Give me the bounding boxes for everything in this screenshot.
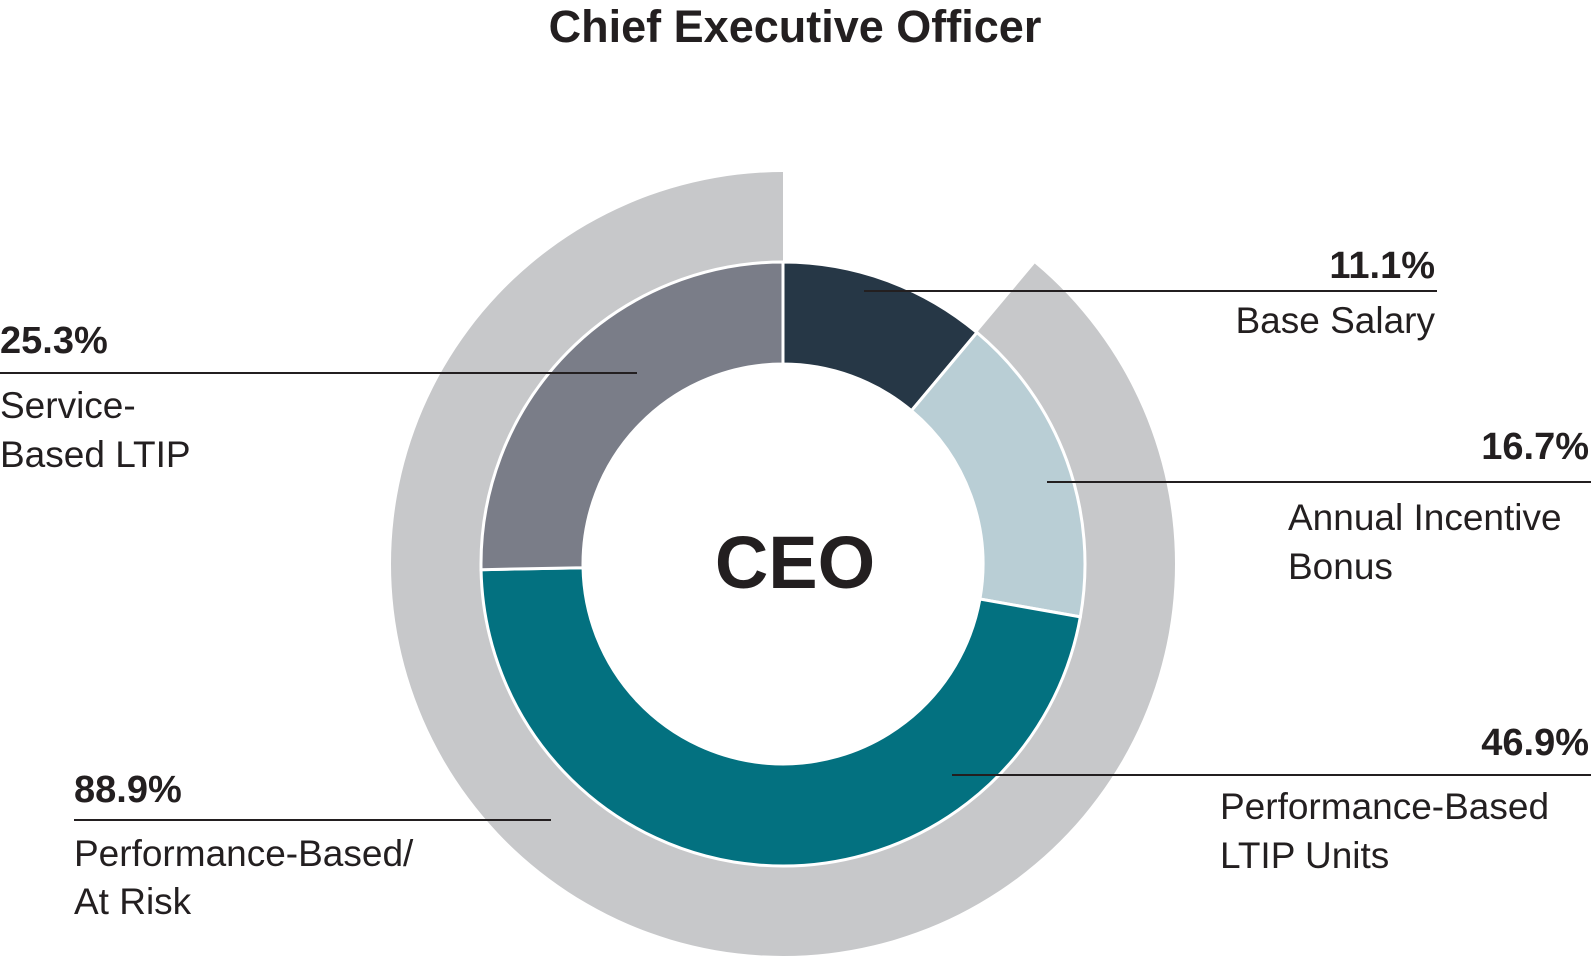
category-label-performance-based-ltip-units-line-1: Performance-Based xyxy=(1220,786,1549,827)
value-label-performance-based-ltip-units: 46.9% xyxy=(1481,722,1589,764)
category-label-performance-based-ltip-units-line-2: LTIP Units xyxy=(1220,835,1389,876)
category-label-annual-incentive-bonus-line-2: Bonus xyxy=(1288,546,1393,587)
category-label-service-based-ltip-line-1: Service- xyxy=(0,385,136,426)
inner-slice-3 xyxy=(479,260,785,572)
category-label-performance-based-at-risk-line-1: Performance-Based/ xyxy=(74,833,414,874)
value-label-base-salary: 11.1% xyxy=(1329,245,1435,287)
inner-slice-2 xyxy=(479,566,1083,868)
category-label-performance-based-at-risk-line-2: At Risk xyxy=(74,881,192,922)
inner-ring xyxy=(479,260,1087,868)
value-label-performance-based-at-risk: 88.9% xyxy=(74,769,182,811)
value-label-annual-incentive-bonus: 16.7% xyxy=(1481,426,1589,468)
category-label-base-salary-line-1: Base Salary xyxy=(1236,300,1436,341)
callouts: 11.1% Base Salary 16.7% Annual Incentive Bon… xyxy=(0,245,1591,922)
value-label-service-based-ltip: 25.3% xyxy=(0,320,108,362)
category-label-annual-incentive-bonus-line-1: Annual Incentive xyxy=(1288,497,1562,538)
category-label-service-based-ltip-line-2: Based LTIP xyxy=(0,434,191,475)
center-label: CEO xyxy=(715,521,875,604)
chart-title: Chief Executive Officer xyxy=(549,1,1042,52)
